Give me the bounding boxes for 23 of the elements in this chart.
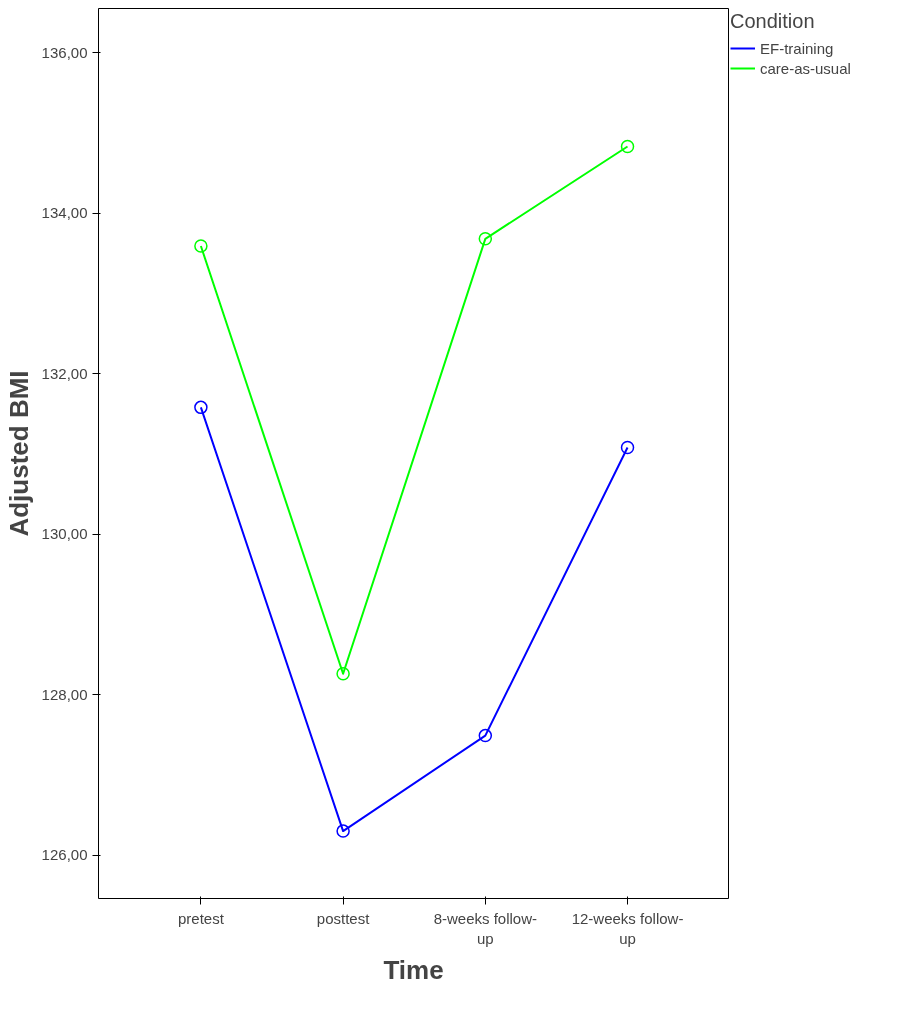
point [194,400,208,415]
point [478,232,493,246]
x-tick-label: pretest [177,909,225,927]
x-tick-label: posttest [316,909,371,927]
point [336,667,350,681]
point [194,239,208,253]
legend-label: EF-training [760,39,834,57]
y-tick-label: 130,00 [41,525,88,543]
legend-title: Condition [730,10,816,33]
legend-label: care-as-usual [760,59,851,77]
y-tick-label: 132,00 [41,364,88,382]
y-tick-label: 134,00 [41,204,88,222]
point [620,440,635,455]
y-axis-title: Adjusted BMI [3,370,34,537]
y-tick-label: 136,00 [41,43,88,61]
x-tick-label: 12-weeks follow- up [571,909,684,947]
point [620,139,635,154]
y-tick-label: 126,00 [41,846,88,864]
x-tick-label: 8-weeks follow- up [433,909,538,947]
x-axis-title: Time [383,954,444,985]
point [336,824,350,838]
point [478,728,493,743]
y-tick-label: 128,00 [41,685,88,703]
